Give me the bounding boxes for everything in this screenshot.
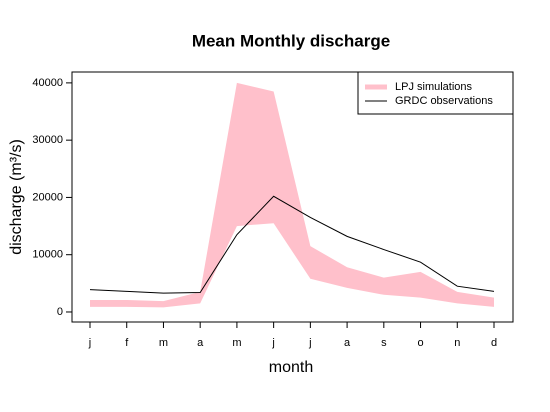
legend-label: LPJ simulations [395,81,473,93]
x-tick-label: s [381,337,387,349]
x-tick-label: m [232,337,241,349]
chart-title: Mean Monthly discharge [192,31,390,50]
y-tick-label: 40000 [32,77,63,89]
legend-label: GRDC observations [395,95,493,107]
y-tick-label: 0 [57,306,63,318]
x-tick-label: a [344,337,351,349]
x-tick-label: j [308,337,311,349]
y-tick-label: 20000 [32,191,63,203]
x-tick-label: j [88,337,91,349]
x-tick-label: f [125,337,129,349]
x-tick-label: m [159,337,168,349]
y-tick-label: 30000 [32,134,63,146]
x-tick-label: a [197,337,204,349]
y-axis-label: discharge (m³/s) [8,139,25,255]
legend-box [357,71,514,115]
x-tick-label: j [271,337,274,349]
x-tick-label: n [454,337,460,349]
band [90,82,494,308]
x-tick-label: d [491,337,497,349]
x-tick-label: o [417,337,423,349]
x-axis-label: month [269,359,313,376]
y-tick-label: 10000 [32,249,63,261]
line [89,195,495,294]
